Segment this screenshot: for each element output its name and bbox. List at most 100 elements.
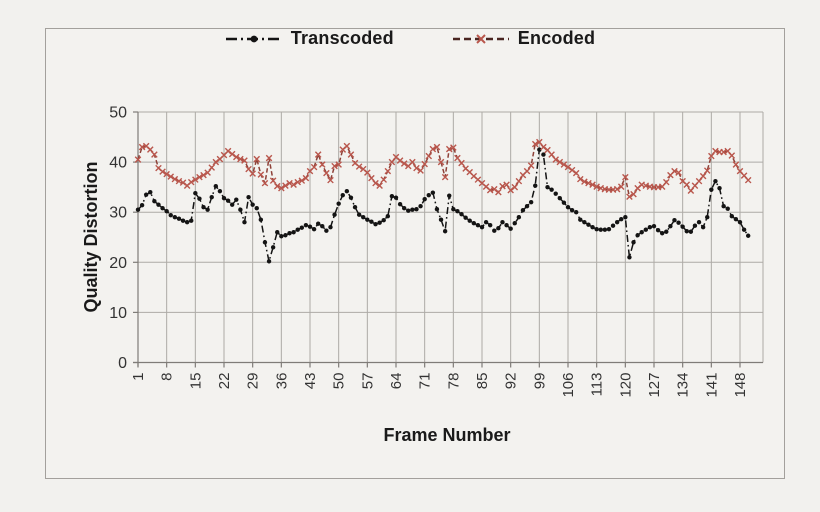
encoded-point [302, 174, 310, 182]
transcoded-point [606, 227, 612, 232]
transcoded-point [635, 233, 640, 238]
transcoded-point [655, 228, 661, 233]
transcoded-point [143, 192, 149, 197]
transcoded-point [508, 226, 513, 231]
transcoded-point [651, 224, 657, 229]
transcoded-point [139, 202, 145, 208]
encoded-point [585, 179, 592, 187]
transcoded-point [573, 210, 579, 215]
encoded-point [593, 183, 600, 190]
transcoded-point [397, 201, 403, 207]
transcoded-point [631, 240, 636, 245]
encoded-point [552, 156, 560, 163]
transcoded-point [377, 220, 382, 225]
transcoded-point [242, 220, 247, 225]
transcoded-point [668, 224, 673, 229]
x-tick-label: 64 [388, 373, 405, 390]
data-series [134, 138, 752, 264]
transcoded-point [344, 188, 350, 194]
transcoded-point [213, 183, 219, 189]
x-tick-label: 127 [646, 373, 663, 398]
encoded-point [622, 173, 629, 181]
transcoded-point [225, 198, 231, 203]
encoded-point [196, 173, 203, 181]
transcoded-point [692, 223, 698, 228]
encoded-point [515, 177, 523, 185]
transcoded-point [172, 215, 178, 220]
transcoded-point [664, 229, 669, 234]
transcoded-point [438, 217, 444, 222]
transcoded-point [406, 208, 411, 213]
transcoded-point [619, 217, 624, 222]
transcoded-point [238, 207, 243, 212]
transcoded-point [463, 215, 468, 220]
encoded-point [228, 150, 236, 158]
encoded-point [441, 173, 449, 181]
transcoded-point [516, 215, 522, 220]
encoded-point [564, 163, 572, 171]
encoded-point [355, 163, 363, 170]
x-tick-label: 148 [732, 373, 749, 398]
encoded-point [675, 169, 682, 176]
transcoded-point [696, 220, 702, 225]
transcoded-point [135, 207, 141, 212]
encoded-point [323, 169, 330, 177]
transcoded-point [283, 233, 288, 238]
x-tick-label: 120 [617, 373, 634, 398]
transcoded-point [152, 198, 157, 204]
transcoded-point [643, 227, 649, 232]
encoded-point [151, 151, 158, 158]
encoded-point [572, 169, 580, 177]
encoded-point [507, 186, 514, 194]
encoded-point [200, 171, 207, 179]
transcoded-point [594, 227, 599, 232]
y-tick-label: 50 [109, 105, 127, 122]
transcoded-point [189, 218, 194, 223]
transcoded-point [365, 217, 370, 222]
chart-legend: Transcoded Encoded [0, 28, 820, 49]
x-tick-label: 99 [531, 373, 548, 390]
transcoded-point [582, 220, 587, 225]
transcoded-point [528, 199, 534, 205]
transcoded-point [426, 192, 431, 198]
transcoded-point [541, 152, 546, 157]
transcoded-point [401, 205, 407, 211]
transcoded-point [311, 227, 317, 232]
transcoded-point [258, 217, 264, 222]
encoded-point [429, 145, 437, 153]
encoded-point [732, 161, 740, 168]
x-tick-label: 113 [589, 373, 606, 397]
transcoded-point [610, 223, 616, 228]
transcoded-point [201, 204, 206, 210]
encoded-point [278, 184, 285, 192]
legend-item-encoded[interactable]: Encoded [452, 28, 595, 49]
encoded-point [372, 179, 379, 187]
encoded-point [683, 181, 691, 188]
encoded-point [257, 171, 265, 178]
encoded-point [417, 167, 424, 174]
transcoded-point [234, 197, 239, 202]
transcoded-point [705, 215, 710, 220]
transcoded-point [578, 217, 583, 222]
transcoded-line [137, 147, 749, 262]
transcoded-point [205, 207, 210, 212]
transcoded-point [250, 202, 255, 207]
transcoded-point [373, 222, 378, 227]
legend-item-transcoded[interactable]: Transcoded [225, 28, 394, 49]
encoded-point [400, 160, 408, 167]
transcoded-point [680, 224, 685, 229]
transcoded-point [254, 205, 259, 211]
transcoded-point [270, 245, 276, 250]
encoded-point [450, 144, 457, 151]
transcoded-point [586, 222, 591, 227]
encoded-point [413, 164, 420, 172]
encoded-point [364, 169, 371, 176]
transcoded-point [467, 218, 472, 223]
transcoded-point [430, 190, 436, 195]
encoded-point [581, 178, 588, 185]
encoded-point [282, 182, 289, 189]
encoded-point [318, 161, 326, 168]
transcoded-point [684, 229, 689, 234]
encoded-point [527, 162, 535, 169]
transcoded-point [418, 203, 423, 209]
